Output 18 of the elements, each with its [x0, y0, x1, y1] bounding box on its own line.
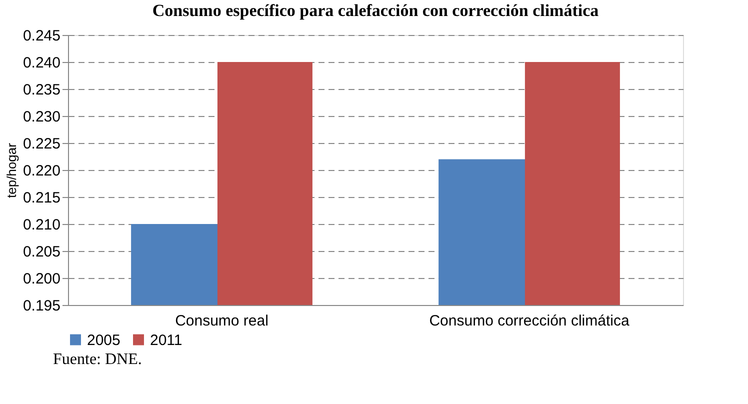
x-tick-label: Consumo corrección climática	[429, 312, 630, 330]
y-tick-label: 0.240	[22, 54, 60, 72]
y-tick-label: 0.210	[22, 216, 60, 234]
y-tick-label: 0.195	[22, 298, 60, 314]
y-tick-label: 0.245	[22, 28, 60, 44]
legend-label: 2011	[150, 332, 182, 349]
source-note: Fuente: DNE.	[53, 351, 142, 368]
y-tick-label: 0.225	[22, 136, 60, 152]
y-tick-label: 0.215	[22, 190, 60, 206]
chart-title: Consumo específico para calefacción con corrección climática	[152, 1, 600, 20]
legend-label: 2005	[87, 332, 120, 349]
x-tick-label: Consumo real	[175, 312, 268, 330]
y-tick-label: 0.205	[22, 244, 60, 260]
y-tick-label: 0.200	[22, 270, 60, 288]
y-tick-label: 0.235	[22, 82, 60, 98]
y-tick-label: 0.230	[22, 108, 60, 126]
y-tick-label: 0.220	[22, 162, 60, 180]
y-axis-title: tep/hogar	[4, 142, 19, 198]
